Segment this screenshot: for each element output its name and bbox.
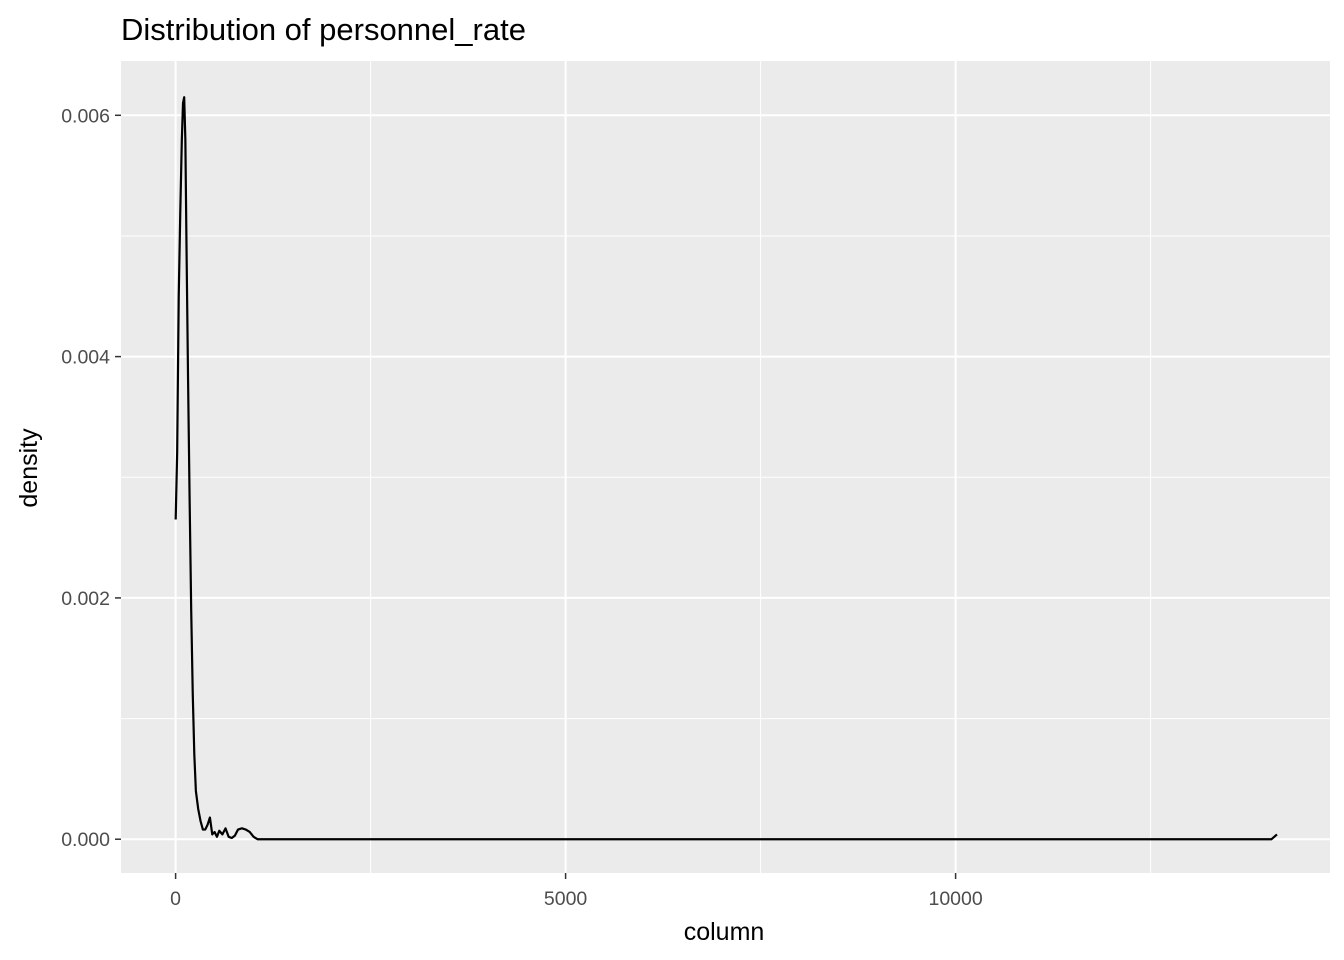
y-axis: 0.000 0.002 0.004 0.006 bbox=[61, 105, 121, 851]
x-axis: 0 5000 10000 bbox=[170, 873, 983, 910]
y-tick-label: 0.000 bbox=[61, 829, 110, 851]
chart-title: Distribution of personnel_rate bbox=[121, 12, 526, 47]
y-tick-label: 0.004 bbox=[61, 347, 110, 369]
density-line bbox=[174, 96, 1278, 841]
x-tick-label: 10000 bbox=[928, 888, 982, 910]
x-axis-title: column bbox=[684, 918, 765, 946]
minor-gridlines bbox=[121, 61, 1330, 873]
x-tick-label: 5000 bbox=[544, 888, 588, 910]
y-axis-title: density bbox=[15, 428, 43, 508]
x-tick-label: 0 bbox=[170, 888, 181, 910]
y-tick-label: 0.006 bbox=[61, 105, 110, 127]
plot-panel bbox=[121, 61, 1330, 873]
y-tick-label: 0.002 bbox=[61, 588, 110, 610]
